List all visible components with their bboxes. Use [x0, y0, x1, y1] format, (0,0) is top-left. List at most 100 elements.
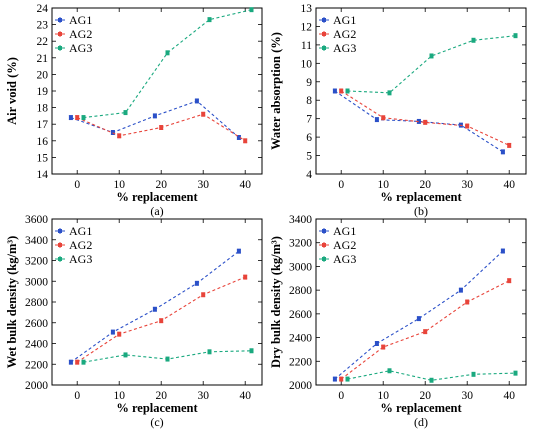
legend-entry: AG1 [69, 224, 92, 238]
legend-marker [58, 229, 62, 233]
y-tick-label: 17 [37, 119, 49, 131]
panel-label: (d) [414, 415, 428, 429]
series-ag2 [75, 111, 248, 144]
data-point [81, 115, 86, 120]
data-point [152, 113, 157, 118]
y-tick-label: 2400 [25, 339, 48, 351]
legend-marker [58, 18, 62, 22]
legend-marker [322, 18, 326, 22]
series-line-ag3 [83, 9, 252, 119]
data-point [123, 110, 128, 115]
data-point [429, 378, 434, 383]
data-point [81, 360, 86, 365]
y-tick-label: 9 [306, 77, 312, 89]
data-point [374, 341, 379, 346]
legend-marker [322, 229, 326, 233]
data-point [374, 117, 379, 122]
data-point [471, 372, 476, 377]
panel-label: (b) [414, 204, 428, 218]
y-axis-label: Water absorption (%) [269, 32, 283, 150]
legend-entry: AG3 [333, 252, 356, 266]
chart-panel-4: 2000 2200 2400 2600 2800 3000 3200 3400 0 10 20 30 4… [269, 214, 527, 429]
data-point [387, 90, 392, 95]
data-point [429, 53, 434, 58]
y-tick-label: 5 [306, 151, 312, 163]
data-point [207, 349, 212, 354]
x-tick-label: 30 [197, 179, 209, 191]
y-tick-label: 2600 [25, 318, 48, 330]
legend-entry: AG3 [69, 252, 92, 266]
y-tick-label: 13 [301, 3, 313, 15]
series-ag1 [68, 248, 241, 365]
x-tick-label: 40 [239, 390, 251, 402]
series-ag1 [68, 98, 241, 140]
series-line-ag1 [70, 250, 240, 363]
legend-marker [58, 46, 62, 50]
x-tick-label: 20 [419, 179, 431, 191]
y-tick-label: 24 [37, 3, 49, 15]
panel-label: (a) [150, 204, 163, 218]
data-point [381, 115, 386, 120]
x-tick-label: 20 [155, 390, 167, 402]
y-tick-label: 3200 [25, 256, 48, 268]
y-tick-label: 10 [301, 58, 313, 70]
data-point [194, 281, 199, 286]
series-line-ag1 [334, 250, 504, 380]
x-axis-label: % replacement [380, 190, 462, 204]
y-tick-label: 23 [37, 20, 49, 32]
data-point [507, 143, 512, 148]
x-tick-label: 10 [377, 179, 389, 191]
y-tick-label: 8 [306, 95, 312, 107]
data-point [165, 357, 170, 362]
y-tick-label: 2800 [289, 285, 312, 297]
data-point [249, 348, 254, 353]
x-tick-label: 10 [377, 390, 389, 402]
legend-entry: AG2 [333, 27, 356, 41]
y-tick-label: 3000 [289, 261, 312, 273]
data-point [152, 307, 157, 312]
x-tick-label: 20 [155, 179, 167, 191]
legend-entry: AG2 [333, 238, 356, 252]
data-point [332, 89, 337, 93]
y-axis-label: Dry bulk density (kg/m³) [269, 236, 283, 368]
y-tick-label: 3000 [25, 276, 48, 288]
data-point [423, 120, 428, 125]
data-point [68, 115, 73, 120]
y-tick-label: 7 [306, 114, 312, 126]
x-tick-label: 10 [113, 390, 125, 402]
series-line-ag3 [347, 370, 516, 381]
data-point [68, 360, 73, 365]
data-point [345, 377, 350, 382]
data-point [75, 360, 80, 365]
series-line-ag2 [340, 90, 510, 146]
series-line-ag3 [347, 35, 516, 94]
chart-panel-3: 2000 2200 2400 2600 2800 3000 3200 3400 3600 0 10 2… [5, 214, 263, 429]
data-point [249, 7, 254, 12]
data-point [194, 98, 199, 103]
data-point [416, 119, 421, 124]
y-axis-label: Wet bulk density (kg/m³) [5, 236, 19, 369]
y-axis-label: Air void (%) [5, 57, 19, 125]
x-tick-label: 10 [113, 179, 125, 191]
y-tick-label: 11 [301, 40, 312, 52]
data-point [243, 275, 248, 280]
x-axis-label: % replacement [116, 401, 198, 415]
legend-marker [322, 32, 326, 36]
y-tick-label: 20 [37, 69, 49, 81]
legend-entry: AG2 [69, 238, 92, 252]
x-tick-label: 0 [338, 390, 344, 402]
data-point [332, 377, 337, 382]
x-axis-label: % replacement [380, 401, 462, 415]
data-point [465, 124, 470, 129]
plot-frame [315, 7, 527, 175]
data-point [243, 138, 248, 143]
y-tick-label: 14 [37, 169, 49, 181]
series-ag1 [332, 88, 505, 155]
y-tick-label: 21 [37, 53, 49, 65]
data-point [507, 278, 512, 283]
data-point [159, 125, 164, 130]
x-axis-label: % replacement [116, 190, 198, 204]
